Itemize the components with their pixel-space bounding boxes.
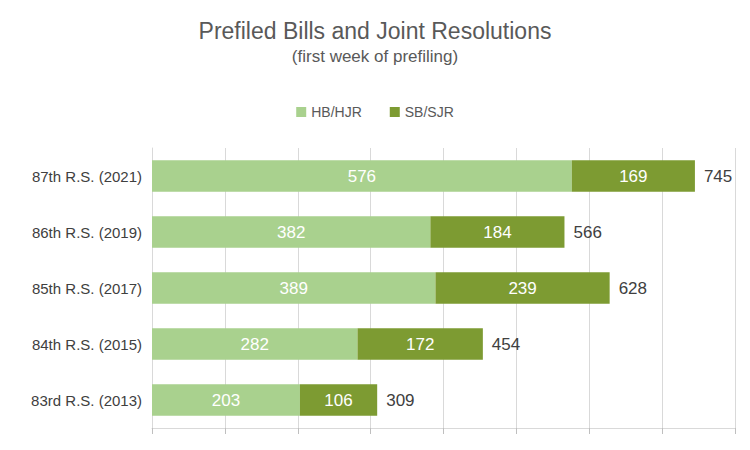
svg-text:239: 239 (508, 279, 536, 298)
svg-text:566: 566 (573, 223, 601, 242)
svg-text:86th R.S. (2019): 86th R.S. (2019) (32, 224, 142, 241)
svg-text:106: 106 (324, 391, 352, 410)
svg-text:454: 454 (492, 335, 520, 354)
svg-text:87th R.S. (2021): 87th R.S. (2021) (32, 168, 142, 185)
svg-text:745: 745 (704, 167, 732, 186)
svg-text:282: 282 (241, 335, 269, 354)
svg-text:628: 628 (619, 279, 647, 298)
svg-text:309: 309 (386, 391, 414, 410)
svg-text:HB/HJR: HB/HJR (311, 104, 362, 120)
svg-text:382: 382 (277, 223, 305, 242)
svg-text:389: 389 (280, 279, 308, 298)
svg-text:SB/SJR: SB/SJR (405, 104, 454, 120)
svg-text:Prefiled Bills and Joint Resol: Prefiled Bills and Joint Resolutions (199, 18, 552, 44)
svg-text:576: 576 (348, 167, 376, 186)
svg-text:84th R.S. (2015): 84th R.S. (2015) (32, 336, 142, 353)
svg-text:169: 169 (619, 167, 647, 186)
svg-text:83rd R.S. (2013): 83rd R.S. (2013) (31, 392, 142, 409)
svg-text:(first week of prefiling): (first week of prefiling) (292, 47, 458, 66)
svg-text:184: 184 (483, 223, 511, 242)
svg-text:85th R.S. (2017): 85th R.S. (2017) (32, 280, 142, 297)
svg-text:172: 172 (406, 335, 434, 354)
svg-text:203: 203 (212, 391, 240, 410)
